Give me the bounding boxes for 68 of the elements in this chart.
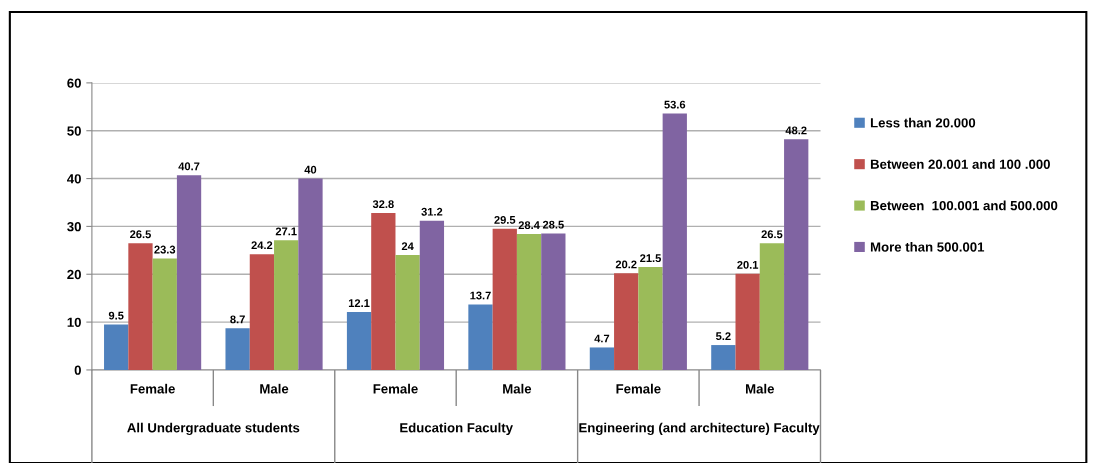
bar — [104, 324, 129, 370]
bar — [711, 345, 736, 370]
bar — [759, 243, 785, 370]
bar — [152, 258, 177, 370]
data-label: 5.2 — [715, 332, 731, 341]
y-tick-label: 10 — [67, 317, 81, 327]
y-tick-label: 60 — [67, 78, 81, 88]
bar — [128, 243, 153, 370]
data-label: 12.1 — [348, 299, 370, 307]
data-label: 20.1 — [737, 260, 759, 269]
data-label: 26.5 — [761, 230, 783, 239]
bar — [419, 220, 445, 370]
data-label: 24 — [401, 242, 414, 251]
bar — [784, 139, 809, 370]
x-tick-label: Female — [616, 383, 661, 394]
y-tick-label: 20 — [67, 269, 81, 280]
data-label: 40 — [304, 165, 317, 174]
data-label: 53.6 — [664, 100, 686, 109]
data-label: 24.2 — [251, 241, 273, 250]
bar — [516, 234, 542, 370]
text: All Undergraduate students — [127, 422, 300, 436]
y-tick-label: 0 — [74, 365, 81, 375]
data-label: 32.8 — [372, 200, 394, 209]
x-tick-label: Female — [130, 383, 175, 394]
bar — [638, 267, 663, 370]
data-label: 29.5 — [494, 215, 516, 224]
x-tick-label: Male — [260, 383, 289, 394]
data-label: 48.2 — [785, 126, 807, 135]
data-label: 20.2 — [615, 260, 637, 269]
bar — [395, 255, 420, 370]
data-label: 31.2 — [421, 207, 443, 216]
y-tick-label: 40 — [67, 174, 81, 184]
bar — [371, 213, 396, 370]
bar — [346, 312, 372, 370]
x-tick-label: Female — [373, 383, 418, 394]
text: Engineering (and architecture) Faculty — [579, 422, 820, 436]
data-label: 13.7 — [470, 291, 491, 300]
bar — [249, 254, 275, 370]
bar — [614, 273, 639, 370]
data-label: 40.7 — [178, 162, 200, 171]
bar — [735, 273, 760, 370]
data-label: 8.7 — [230, 315, 245, 324]
legend-label: Less than 20.000 — [870, 117, 976, 128]
legend-label: More than 500.001 — [870, 241, 985, 252]
bar — [662, 113, 687, 370]
y-tick-label: 30 — [67, 221, 81, 232]
bar — [589, 347, 615, 370]
data-label: 9.5 — [108, 311, 124, 320]
legend-label: Between 100.001 and 500.000 — [870, 200, 1058, 211]
data-label: 26.5 — [130, 230, 151, 239]
text: Education Faculty — [400, 422, 513, 436]
legend-label: Between 20.001 and 100 .000 — [870, 159, 1050, 169]
data-label: 23.3 — [154, 245, 176, 254]
data-label: 27.1 — [275, 227, 297, 236]
data-label: 28.4 — [518, 221, 540, 230]
data-label: 21.5 — [640, 254, 661, 263]
bar — [225, 328, 250, 370]
bar — [492, 228, 517, 370]
bar — [274, 240, 299, 370]
bar — [298, 178, 323, 370]
y-tick-label: 50 — [67, 126, 81, 136]
bar — [541, 233, 566, 370]
x-tick-label: Male — [503, 383, 532, 394]
data-label: 28.5 — [542, 220, 564, 229]
data-label: 4.7 — [594, 334, 610, 343]
bar — [468, 304, 493, 370]
bar — [176, 175, 202, 370]
x-tick-label: Male — [746, 383, 774, 394]
